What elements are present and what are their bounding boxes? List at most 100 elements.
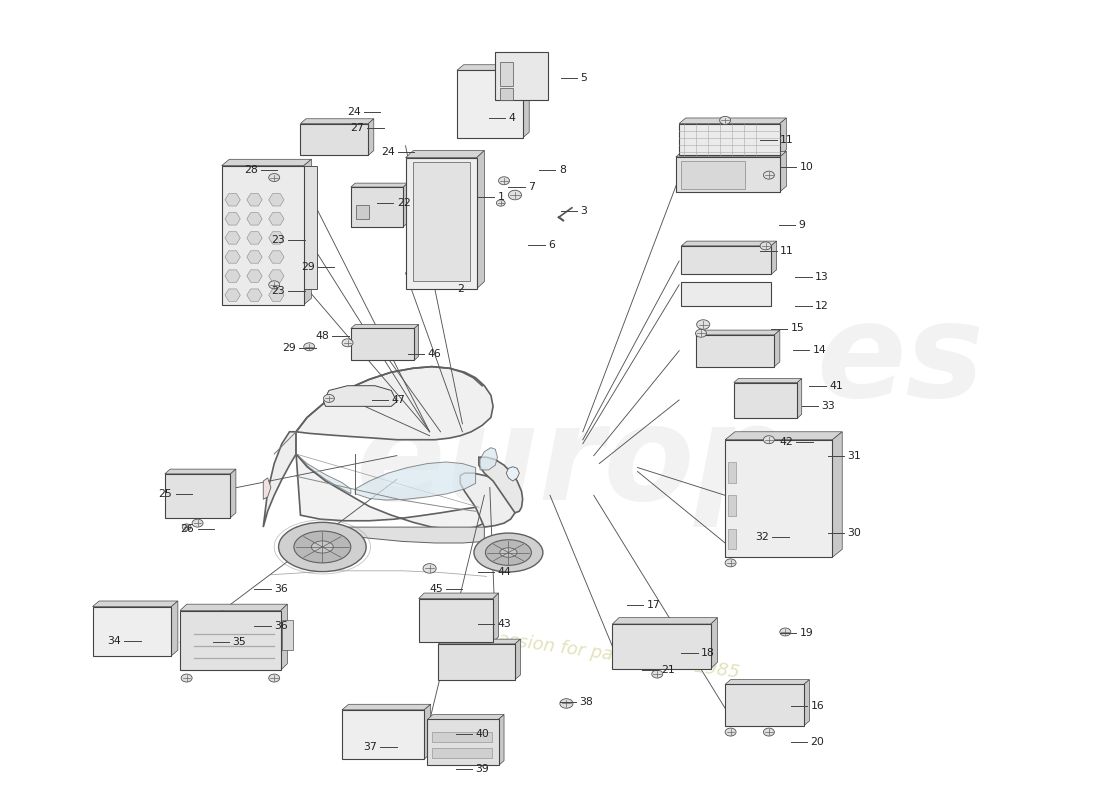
- Polygon shape: [681, 241, 777, 246]
- Text: 11: 11: [780, 135, 793, 146]
- Text: 5: 5: [581, 74, 587, 83]
- Polygon shape: [780, 151, 786, 192]
- Polygon shape: [323, 386, 397, 406]
- Circle shape: [424, 564, 437, 573]
- Polygon shape: [246, 213, 262, 225]
- Bar: [613, 624, 711, 669]
- Bar: [342, 710, 425, 759]
- Polygon shape: [300, 118, 374, 123]
- Text: 46: 46: [428, 349, 441, 359]
- Text: es: es: [816, 297, 985, 424]
- Polygon shape: [224, 251, 240, 263]
- Polygon shape: [833, 432, 843, 558]
- Polygon shape: [224, 194, 240, 206]
- Bar: [495, 52, 548, 100]
- Polygon shape: [263, 478, 271, 499]
- Circle shape: [763, 436, 774, 444]
- Polygon shape: [695, 330, 780, 335]
- Bar: [432, 732, 492, 742]
- Polygon shape: [351, 183, 408, 187]
- Polygon shape: [456, 65, 529, 70]
- Bar: [734, 382, 798, 418]
- Circle shape: [725, 728, 736, 736]
- Polygon shape: [478, 457, 522, 513]
- Bar: [180, 610, 280, 670]
- Polygon shape: [165, 469, 235, 474]
- Polygon shape: [92, 601, 178, 606]
- Circle shape: [268, 174, 279, 182]
- Polygon shape: [415, 325, 419, 360]
- Text: 1: 1: [497, 193, 504, 202]
- Polygon shape: [268, 213, 284, 225]
- Text: 26: 26: [180, 525, 195, 534]
- Circle shape: [323, 394, 334, 402]
- Polygon shape: [780, 118, 786, 155]
- Polygon shape: [404, 183, 408, 227]
- Circle shape: [268, 674, 279, 682]
- Circle shape: [695, 330, 706, 338]
- Polygon shape: [725, 432, 843, 440]
- Text: 27: 27: [350, 122, 364, 133]
- Polygon shape: [476, 150, 484, 289]
- Polygon shape: [493, 593, 498, 642]
- Ellipse shape: [278, 522, 366, 571]
- Text: 10: 10: [800, 162, 813, 172]
- Circle shape: [342, 339, 353, 346]
- Circle shape: [760, 242, 771, 250]
- Bar: [92, 606, 172, 656]
- Polygon shape: [368, 118, 374, 155]
- Polygon shape: [613, 618, 717, 624]
- Polygon shape: [734, 378, 802, 382]
- Polygon shape: [296, 366, 493, 440]
- Polygon shape: [711, 618, 717, 669]
- Bar: [439, 644, 515, 680]
- Text: 28: 28: [244, 165, 257, 174]
- Polygon shape: [355, 462, 475, 500]
- Circle shape: [498, 177, 509, 185]
- Polygon shape: [774, 330, 780, 366]
- Text: 43: 43: [497, 619, 512, 629]
- Polygon shape: [222, 159, 311, 166]
- Text: 44: 44: [497, 567, 512, 578]
- Polygon shape: [246, 270, 262, 282]
- Bar: [681, 246, 771, 274]
- Circle shape: [183, 524, 191, 530]
- Bar: [695, 335, 774, 366]
- Polygon shape: [506, 466, 519, 481]
- Bar: [300, 123, 368, 155]
- Polygon shape: [798, 378, 802, 418]
- Text: 31: 31: [848, 450, 861, 461]
- Circle shape: [268, 281, 279, 289]
- Polygon shape: [263, 432, 296, 527]
- Text: 15: 15: [791, 323, 804, 334]
- Circle shape: [780, 628, 791, 636]
- Text: europ: europ: [355, 400, 789, 527]
- Ellipse shape: [311, 541, 333, 553]
- Bar: [414, 162, 470, 281]
- Text: 2: 2: [456, 284, 464, 294]
- Text: 37: 37: [363, 742, 377, 752]
- Polygon shape: [460, 473, 517, 527]
- Circle shape: [763, 728, 774, 736]
- Bar: [728, 529, 736, 550]
- Text: 23: 23: [272, 234, 285, 245]
- Polygon shape: [268, 289, 284, 302]
- Text: 36: 36: [274, 622, 288, 631]
- Bar: [351, 329, 415, 360]
- Circle shape: [182, 674, 192, 682]
- Circle shape: [496, 200, 505, 206]
- Text: 18: 18: [701, 648, 715, 658]
- Text: 24: 24: [381, 147, 395, 157]
- Text: 33: 33: [822, 402, 835, 411]
- Bar: [725, 440, 833, 558]
- Text: 17: 17: [647, 600, 660, 610]
- Text: 36: 36: [274, 584, 288, 594]
- Ellipse shape: [294, 531, 351, 563]
- Text: 9: 9: [799, 220, 805, 230]
- Text: 45: 45: [429, 584, 442, 594]
- Bar: [675, 157, 780, 192]
- Bar: [432, 748, 492, 758]
- Bar: [728, 462, 736, 482]
- Bar: [499, 88, 513, 100]
- Polygon shape: [771, 241, 777, 274]
